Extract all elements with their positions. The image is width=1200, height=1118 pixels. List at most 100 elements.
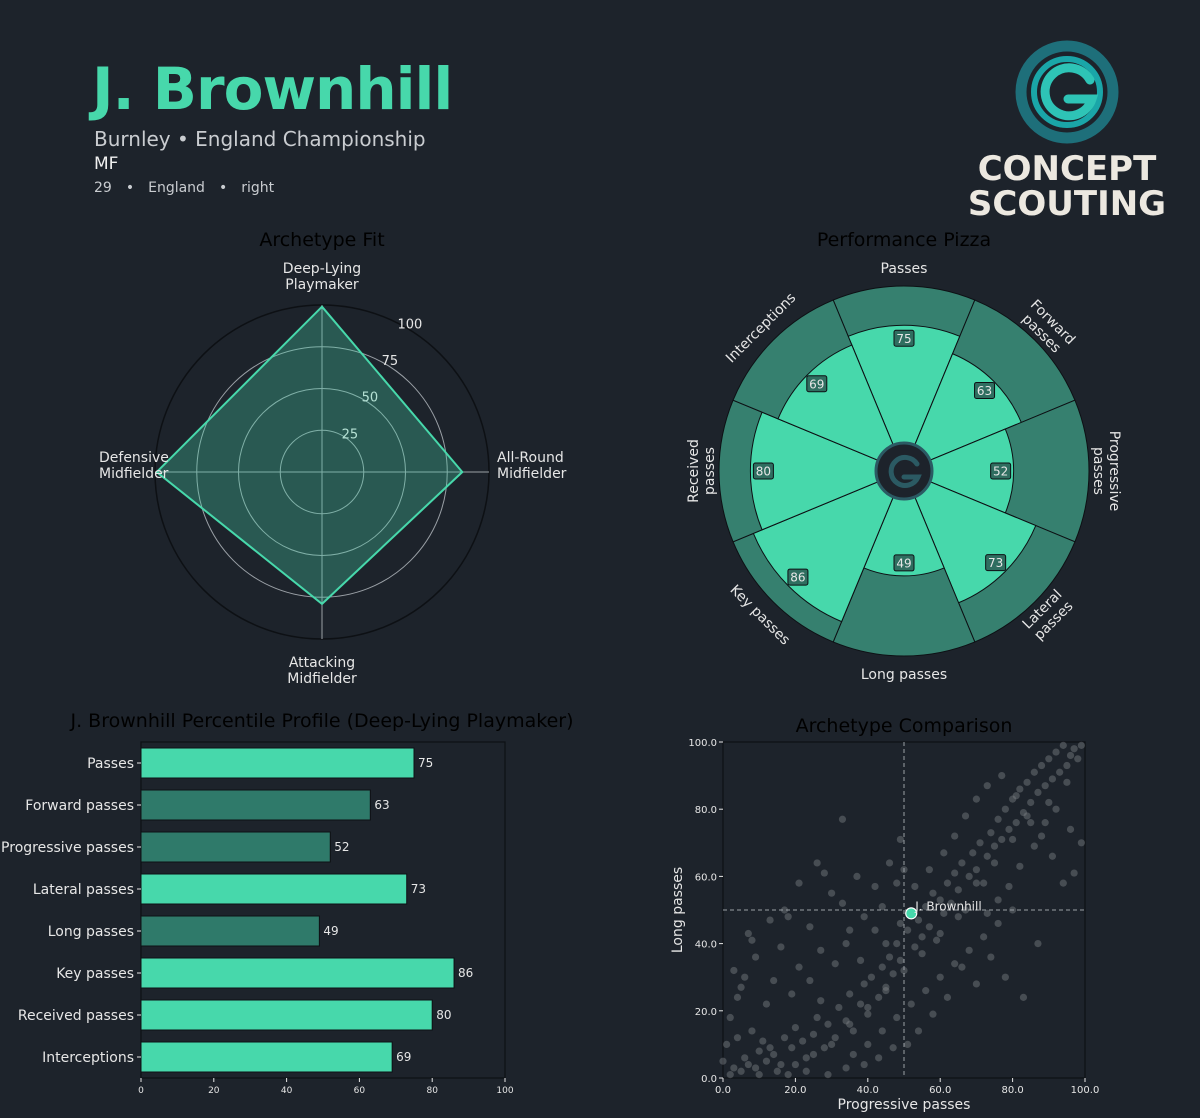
scatter-point xyxy=(929,889,937,897)
scatter-point xyxy=(759,1037,767,1045)
scatter-point xyxy=(748,1027,756,1035)
bar-forward-passes xyxy=(140,789,371,821)
pizza-center-logo-icon xyxy=(888,455,922,488)
scatter-point xyxy=(791,1024,799,1032)
scatter-point xyxy=(1012,819,1020,827)
meta-separator: • xyxy=(218,180,228,196)
scatter-point xyxy=(998,835,1006,844)
scatter-point xyxy=(831,960,839,968)
scatter-point xyxy=(784,913,792,921)
scatter-point xyxy=(828,889,836,897)
scatter-point xyxy=(1063,778,1071,786)
player-name: J. Brownhill xyxy=(92,55,453,123)
scatter-point xyxy=(871,926,879,934)
scatter-point xyxy=(893,940,901,948)
scatter-point xyxy=(1077,839,1085,847)
scatter-point xyxy=(856,1000,865,1008)
scatter-xlabel: Progressive passes xyxy=(838,1097,971,1113)
scatter-point xyxy=(994,919,1002,928)
scatter-point xyxy=(751,1064,760,1072)
scatter-point xyxy=(889,970,897,978)
scatter-point xyxy=(842,1017,850,1025)
scatter-point xyxy=(1023,812,1031,820)
bar-value-label: 49 xyxy=(323,924,338,938)
scatter-point xyxy=(744,1060,752,1069)
logo-line1: CONCEPT xyxy=(978,149,1157,189)
pizza-value-badge xyxy=(806,375,828,393)
scatter-point xyxy=(1027,819,1035,827)
scatter-point xyxy=(882,940,890,948)
pizza-value-label: 63 xyxy=(977,384,992,398)
scatter-point xyxy=(766,1044,774,1052)
scatter-point xyxy=(1045,755,1053,763)
scatter-point xyxy=(893,879,901,887)
scatter-point xyxy=(856,956,865,964)
scatter-point xyxy=(1059,879,1067,887)
scatter-point xyxy=(864,1003,872,1012)
pizza-value-badge xyxy=(893,329,915,347)
scatter-point xyxy=(990,859,999,867)
scatter-point xyxy=(940,849,948,857)
concept-scouting-logo: CONCEPT SCOUTING xyxy=(968,40,1166,224)
bar-progressive-passes xyxy=(140,831,331,863)
scatter-point xyxy=(947,899,955,907)
scatter-point xyxy=(896,835,904,844)
scatter-point xyxy=(817,946,825,954)
percentile-profile-bars: J. Brownhill Percentile Profile (Deep-Ly… xyxy=(1,710,573,1096)
scatter-point xyxy=(893,1013,901,1022)
scatter-point xyxy=(842,940,850,948)
radar-axis-label-line: Midfielder xyxy=(497,466,567,482)
radar-axis-label: Deep-Lying Playmaker xyxy=(283,261,361,293)
scatter-point xyxy=(802,1067,810,1075)
scatter-point xyxy=(882,983,890,991)
pizza-value-label: 75 xyxy=(896,332,911,346)
scatter-point xyxy=(943,993,952,1001)
bar-key-passes xyxy=(140,957,455,989)
scatter-point xyxy=(965,872,973,880)
scatter-highlight-point xyxy=(905,907,918,920)
scatter-point xyxy=(733,1034,742,1042)
scatter-point xyxy=(925,923,933,931)
scatter-point xyxy=(864,1040,872,1048)
pizza-value-label: 49 xyxy=(896,556,911,570)
scatter-point xyxy=(802,1054,810,1062)
radar-title: Archetype Fit xyxy=(259,229,384,251)
scatter-point xyxy=(788,1044,796,1052)
radar-axis-label-line: Defensive xyxy=(99,450,169,466)
radar-tick-label: 100 xyxy=(397,317,422,332)
scatter-point xyxy=(961,812,970,820)
scatter-point xyxy=(846,1020,854,1028)
scatter-point xyxy=(875,993,883,1001)
scatter-point xyxy=(972,866,980,874)
scatter-point xyxy=(755,1047,763,1055)
bar-xtick-label: 20 xyxy=(208,1086,220,1096)
scatter-ytick-label: 80.0 xyxy=(695,805,717,816)
scatter-point xyxy=(766,916,774,924)
scatter-point xyxy=(748,936,756,944)
scatter-point xyxy=(1052,748,1060,756)
scatter-point xyxy=(741,973,749,981)
radar-axis-label-line: All-Round xyxy=(497,450,564,466)
bar-category-label: Received passes xyxy=(18,1008,134,1024)
pizza-center-circle xyxy=(874,441,934,501)
scatter-point xyxy=(871,882,879,891)
scatter-point xyxy=(878,963,886,971)
scatter-point xyxy=(777,943,785,951)
scatter-point xyxy=(904,926,912,934)
scatter-point xyxy=(1030,842,1038,850)
concept-scouting-logo-icon xyxy=(1040,63,1099,121)
scatter-point xyxy=(733,993,742,1001)
scatter-point xyxy=(838,815,847,823)
scatter-ytick-label: 40.0 xyxy=(695,940,717,951)
scatter-point xyxy=(773,1067,781,1075)
scatter-point xyxy=(983,852,991,860)
radar-axis-label: Defensive Midfielder xyxy=(99,450,169,482)
radar-axis-label: Attacking Midfielder xyxy=(287,655,357,687)
scatter-point xyxy=(922,987,930,995)
logo-line2: SCOUTING xyxy=(968,184,1166,224)
scatter-point xyxy=(1059,741,1067,749)
pizza-category-label-line: Progressive xyxy=(1106,431,1122,512)
scatter-point xyxy=(900,966,908,975)
bar-xtick-label: 60 xyxy=(354,1086,366,1096)
scatter-point xyxy=(980,879,988,887)
